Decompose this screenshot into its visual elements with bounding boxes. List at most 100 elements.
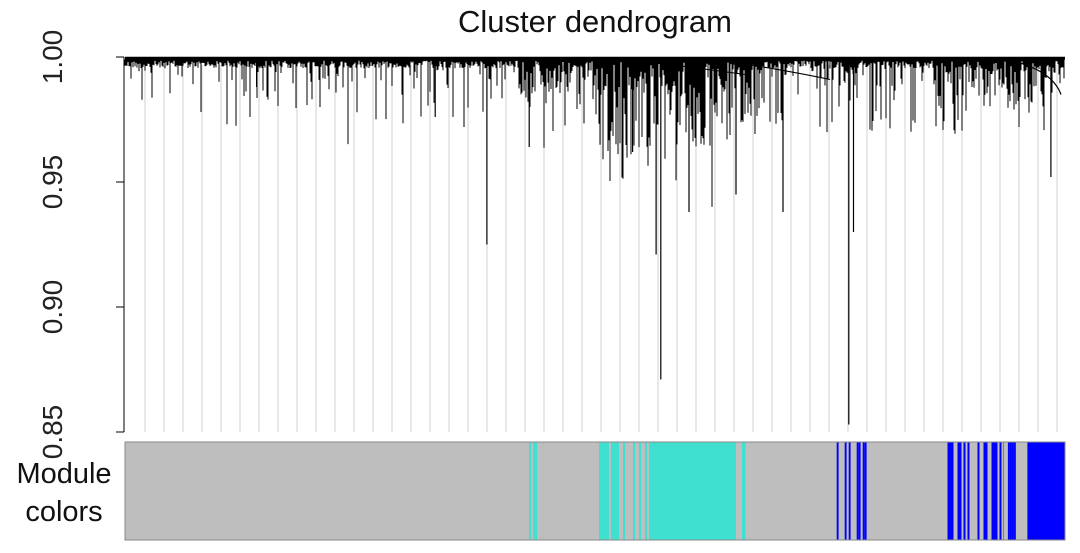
- color-segment-blue: [993, 442, 996, 540]
- color-segment-turquoise: [744, 442, 746, 540]
- color-segment-turquoise: [595, 442, 597, 540]
- color-segment-blue: [1009, 442, 1012, 540]
- color-segment-blue: [975, 442, 978, 540]
- module-color-bar: [124, 441, 1066, 541]
- color-segment-blue: [973, 442, 976, 540]
- color-segment-turquoise: [625, 442, 627, 540]
- color-segment-blue: [955, 442, 958, 540]
- color-segment-turquoise: [601, 442, 603, 540]
- leaf-guide-lines: [144, 65, 1058, 432]
- color-segment-turquoise: [643, 442, 645, 540]
- module-colors-label-line1: Module: [16, 458, 112, 490]
- color-segment-turquoise: [537, 442, 540, 540]
- color-segment-blue: [856, 442, 859, 540]
- color-segment-blue: [987, 442, 990, 540]
- y-tick-label: 1.00: [37, 30, 68, 85]
- color-segment-turquoise: [641, 442, 643, 540]
- color-segment-blue: [840, 442, 843, 540]
- color-segment-blue: [1017, 442, 1020, 540]
- color-segment-grey: [543, 442, 595, 540]
- color-segment-turquoise: [615, 442, 617, 540]
- color-segment-turquoise: [531, 442, 534, 540]
- color-segment-turquoise: [605, 442, 607, 540]
- color-segment-blue: [1005, 442, 1008, 540]
- color-segment-blue: [979, 442, 982, 540]
- color-segment-blue: [1025, 442, 1028, 540]
- color-segment-turquoise: [627, 442, 629, 540]
- color-segment-blue: [868, 442, 871, 540]
- module-colors-label-line2: colors: [25, 496, 103, 528]
- color-segment-turquoise: [597, 442, 599, 540]
- color-segment-turquoise: [637, 442, 639, 540]
- color-segment-turquoise: [529, 442, 532, 540]
- color-segment-turquoise: [611, 442, 613, 540]
- color-segment-blue: [852, 442, 855, 540]
- color-segment-turquoise: [613, 442, 615, 540]
- color-segment-turquoise: [617, 442, 619, 540]
- color-segment-turquoise: [647, 442, 649, 540]
- color-segment-turquoise: [649, 442, 651, 540]
- color-segment-grey: [872, 442, 948, 540]
- color-segment-blue: [844, 442, 847, 540]
- color-segment-turquoise: [623, 442, 625, 540]
- y-tick-label: 0.85: [37, 405, 68, 460]
- color-segment-blue: [860, 442, 863, 540]
- color-segment-blue: [983, 442, 986, 540]
- color-segment-blue: [1007, 442, 1010, 540]
- color-segment-blue: [1001, 442, 1004, 540]
- color-segment-blue: [1027, 442, 1065, 540]
- module-colors-label: Module colors: [0, 455, 128, 531]
- color-segment-blue: [846, 442, 849, 540]
- color-segment-blue: [951, 442, 954, 540]
- color-segment-blue: [957, 442, 960, 540]
- color-segment-turquoise: [653, 442, 655, 540]
- color-segment-blue: [947, 442, 950, 540]
- color-segment-turquoise: [629, 442, 631, 540]
- color-segment-blue: [834, 442, 837, 540]
- color-segment-blue: [842, 442, 845, 540]
- color-segment-blue: [1003, 442, 1006, 540]
- color-segment-blue: [981, 442, 984, 540]
- color-segment-turquoise: [541, 442, 544, 540]
- color-segment-blue: [985, 442, 988, 540]
- color-segment-blue: [1011, 442, 1014, 540]
- color-segment-turquoise: [535, 442, 538, 540]
- color-segment-blue: [953, 442, 956, 540]
- color-segment-turquoise: [621, 442, 623, 540]
- color-segment-turquoise: [609, 442, 611, 540]
- color-segment-turquoise: [635, 442, 637, 540]
- color-segment-blue: [850, 442, 853, 540]
- color-segment-blue: [995, 442, 998, 540]
- color-segment-blue: [989, 442, 992, 540]
- color-segment-blue: [961, 442, 964, 540]
- y-tick-labels: 1.00 0.95 0.90 0.85: [37, 30, 68, 460]
- color-segment-turquoise: [656, 442, 736, 540]
- color-segment-turquoise: [655, 442, 657, 540]
- leaf-branches: [124, 59, 1065, 207]
- color-segment-blue: [866, 442, 869, 540]
- color-bar-border: [124, 441, 1066, 541]
- color-segment-blue: [1013, 442, 1016, 540]
- color-segment-blue: [977, 442, 980, 540]
- y-tick-label: 0.95: [37, 155, 68, 210]
- y-axis: [116, 56, 125, 433]
- color-segment-turquoise: [539, 442, 542, 540]
- color-segment-turquoise: [742, 442, 744, 540]
- color-segment-blue: [997, 442, 1000, 540]
- chart-title: Cluster dendrogram: [458, 4, 732, 39]
- color-segment-grey: [125, 442, 530, 540]
- color-segment-blue: [1021, 442, 1024, 540]
- dendrogram-branches: [124, 56, 1065, 425]
- color-segment-blue: [862, 442, 865, 540]
- color-segment-turquoise: [599, 442, 601, 540]
- color-segment-turquoise: [740, 442, 742, 540]
- color-segment-blue: [836, 442, 839, 540]
- color-segment-blue: [870, 442, 873, 540]
- color-segment-blue: [963, 442, 966, 540]
- color-segment-turquoise: [619, 442, 621, 540]
- merge-arc: [623, 57, 746, 75]
- color-segment-turquoise: [738, 442, 740, 540]
- color-segment-blue: [1019, 442, 1022, 540]
- color-segment-blue: [854, 442, 857, 540]
